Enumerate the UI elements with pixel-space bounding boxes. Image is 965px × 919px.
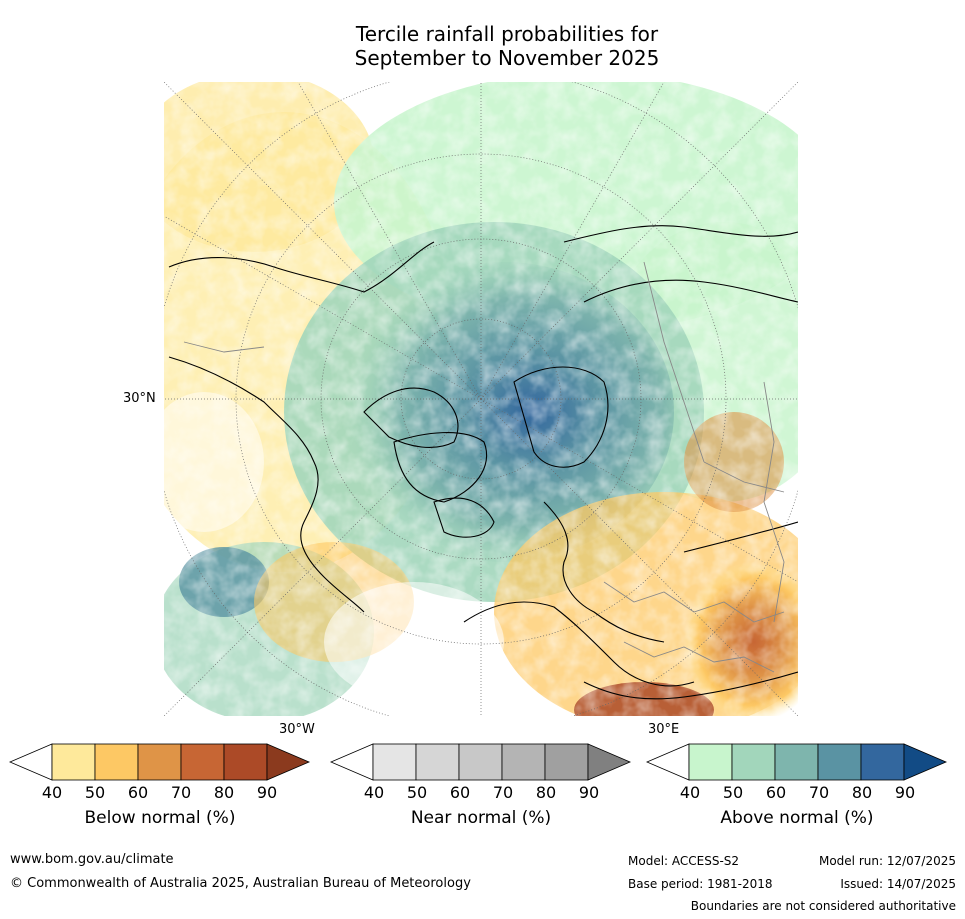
colorbar-segment: [223, 743, 268, 781]
below-normal-tick: 80: [213, 783, 235, 802]
colorbar-segment: [180, 743, 225, 781]
polar-map: [164, 82, 798, 716]
title-line-1: Tercile rainfall probabilities for: [355, 22, 659, 46]
longitude-label-30e: 30°E: [648, 722, 680, 737]
colorbar-segment: [731, 743, 776, 781]
colorbar-segment: [137, 743, 182, 781]
model-run-date: Model run: 12/07/2025: [818, 854, 956, 868]
above-normal-tick: 90: [894, 783, 916, 802]
colorbar-extend-low: [329, 743, 374, 781]
near-normal-tick: 50: [406, 783, 428, 802]
colorbar-segment: [372, 743, 417, 781]
near-normal-tick: 90: [578, 783, 600, 802]
below-normal-colorbar: [8, 743, 311, 781]
website-link[interactable]: www.bom.gov.au/climate: [10, 852, 174, 867]
near-normal-tick: 60: [449, 783, 471, 802]
longitude-label-30w: 30°W: [279, 722, 315, 737]
near-normal-tick: 40: [363, 783, 385, 802]
country-borders: [183, 261, 785, 673]
coastlines: [168, 225, 798, 700]
copyright-text: © Commonwealth of Australia 2025, Austra…: [10, 876, 471, 891]
colorbar-extend-low: [645, 743, 690, 781]
colorbar-extend-low: [8, 743, 53, 781]
above-normal-tick: 60: [765, 783, 787, 802]
colorbar-segment: [458, 743, 503, 781]
below-normal-tick: 70: [170, 783, 192, 802]
colorbar-segment: [860, 743, 905, 781]
graticule: [164, 82, 798, 716]
below-normal-tick: 50: [84, 783, 106, 802]
map-title: Tercile rainfall probabilities for Septe…: [0, 22, 965, 70]
colorbar-extend-high: [587, 743, 632, 781]
near-normal-label: Near normal (%): [410, 808, 552, 828]
colorbar-extend-high: [903, 743, 948, 781]
boundaries-disclaimer: Boundaries are not considered authoritat…: [690, 899, 956, 913]
above-normal-tick: 40: [679, 783, 701, 802]
below-normal-label: Below normal (%): [84, 808, 236, 828]
below-normal-tick: 60: [127, 783, 149, 802]
above-normal-label: Above normal (%): [720, 808, 874, 828]
colorbar-segment: [817, 743, 862, 781]
colorbar-segment: [501, 743, 546, 781]
colorbar-segment: [544, 743, 589, 781]
colorbar-segment: [774, 743, 819, 781]
above-normal-colorbar: [645, 743, 948, 781]
colorbar-segment: [94, 743, 139, 781]
colorbar-extend-high: [266, 743, 311, 781]
near-normal-colorbar: [329, 743, 632, 781]
title-line-2: September to November 2025: [354, 46, 660, 70]
above-normal-tick: 80: [851, 783, 873, 802]
colorbar-segment: [415, 743, 460, 781]
base-period: Base period: 1981-2018: [628, 877, 773, 891]
below-normal-tick: 90: [256, 783, 278, 802]
near-normal-tick: 70: [492, 783, 514, 802]
latitude-label-30n: 30°N: [123, 391, 156, 406]
near-normal-tick: 80: [535, 783, 557, 802]
model-name: Model: ACCESS-S2: [628, 854, 740, 868]
below-normal-tick: 40: [41, 783, 63, 802]
above-normal-tick: 50: [722, 783, 744, 802]
polar-map-svg: [164, 82, 798, 716]
issued-date: Issued: 14/07/2025: [840, 877, 956, 891]
colorbar-segment: [688, 743, 733, 781]
above-normal-tick: 70: [808, 783, 830, 802]
colorbar-segment: [51, 743, 96, 781]
